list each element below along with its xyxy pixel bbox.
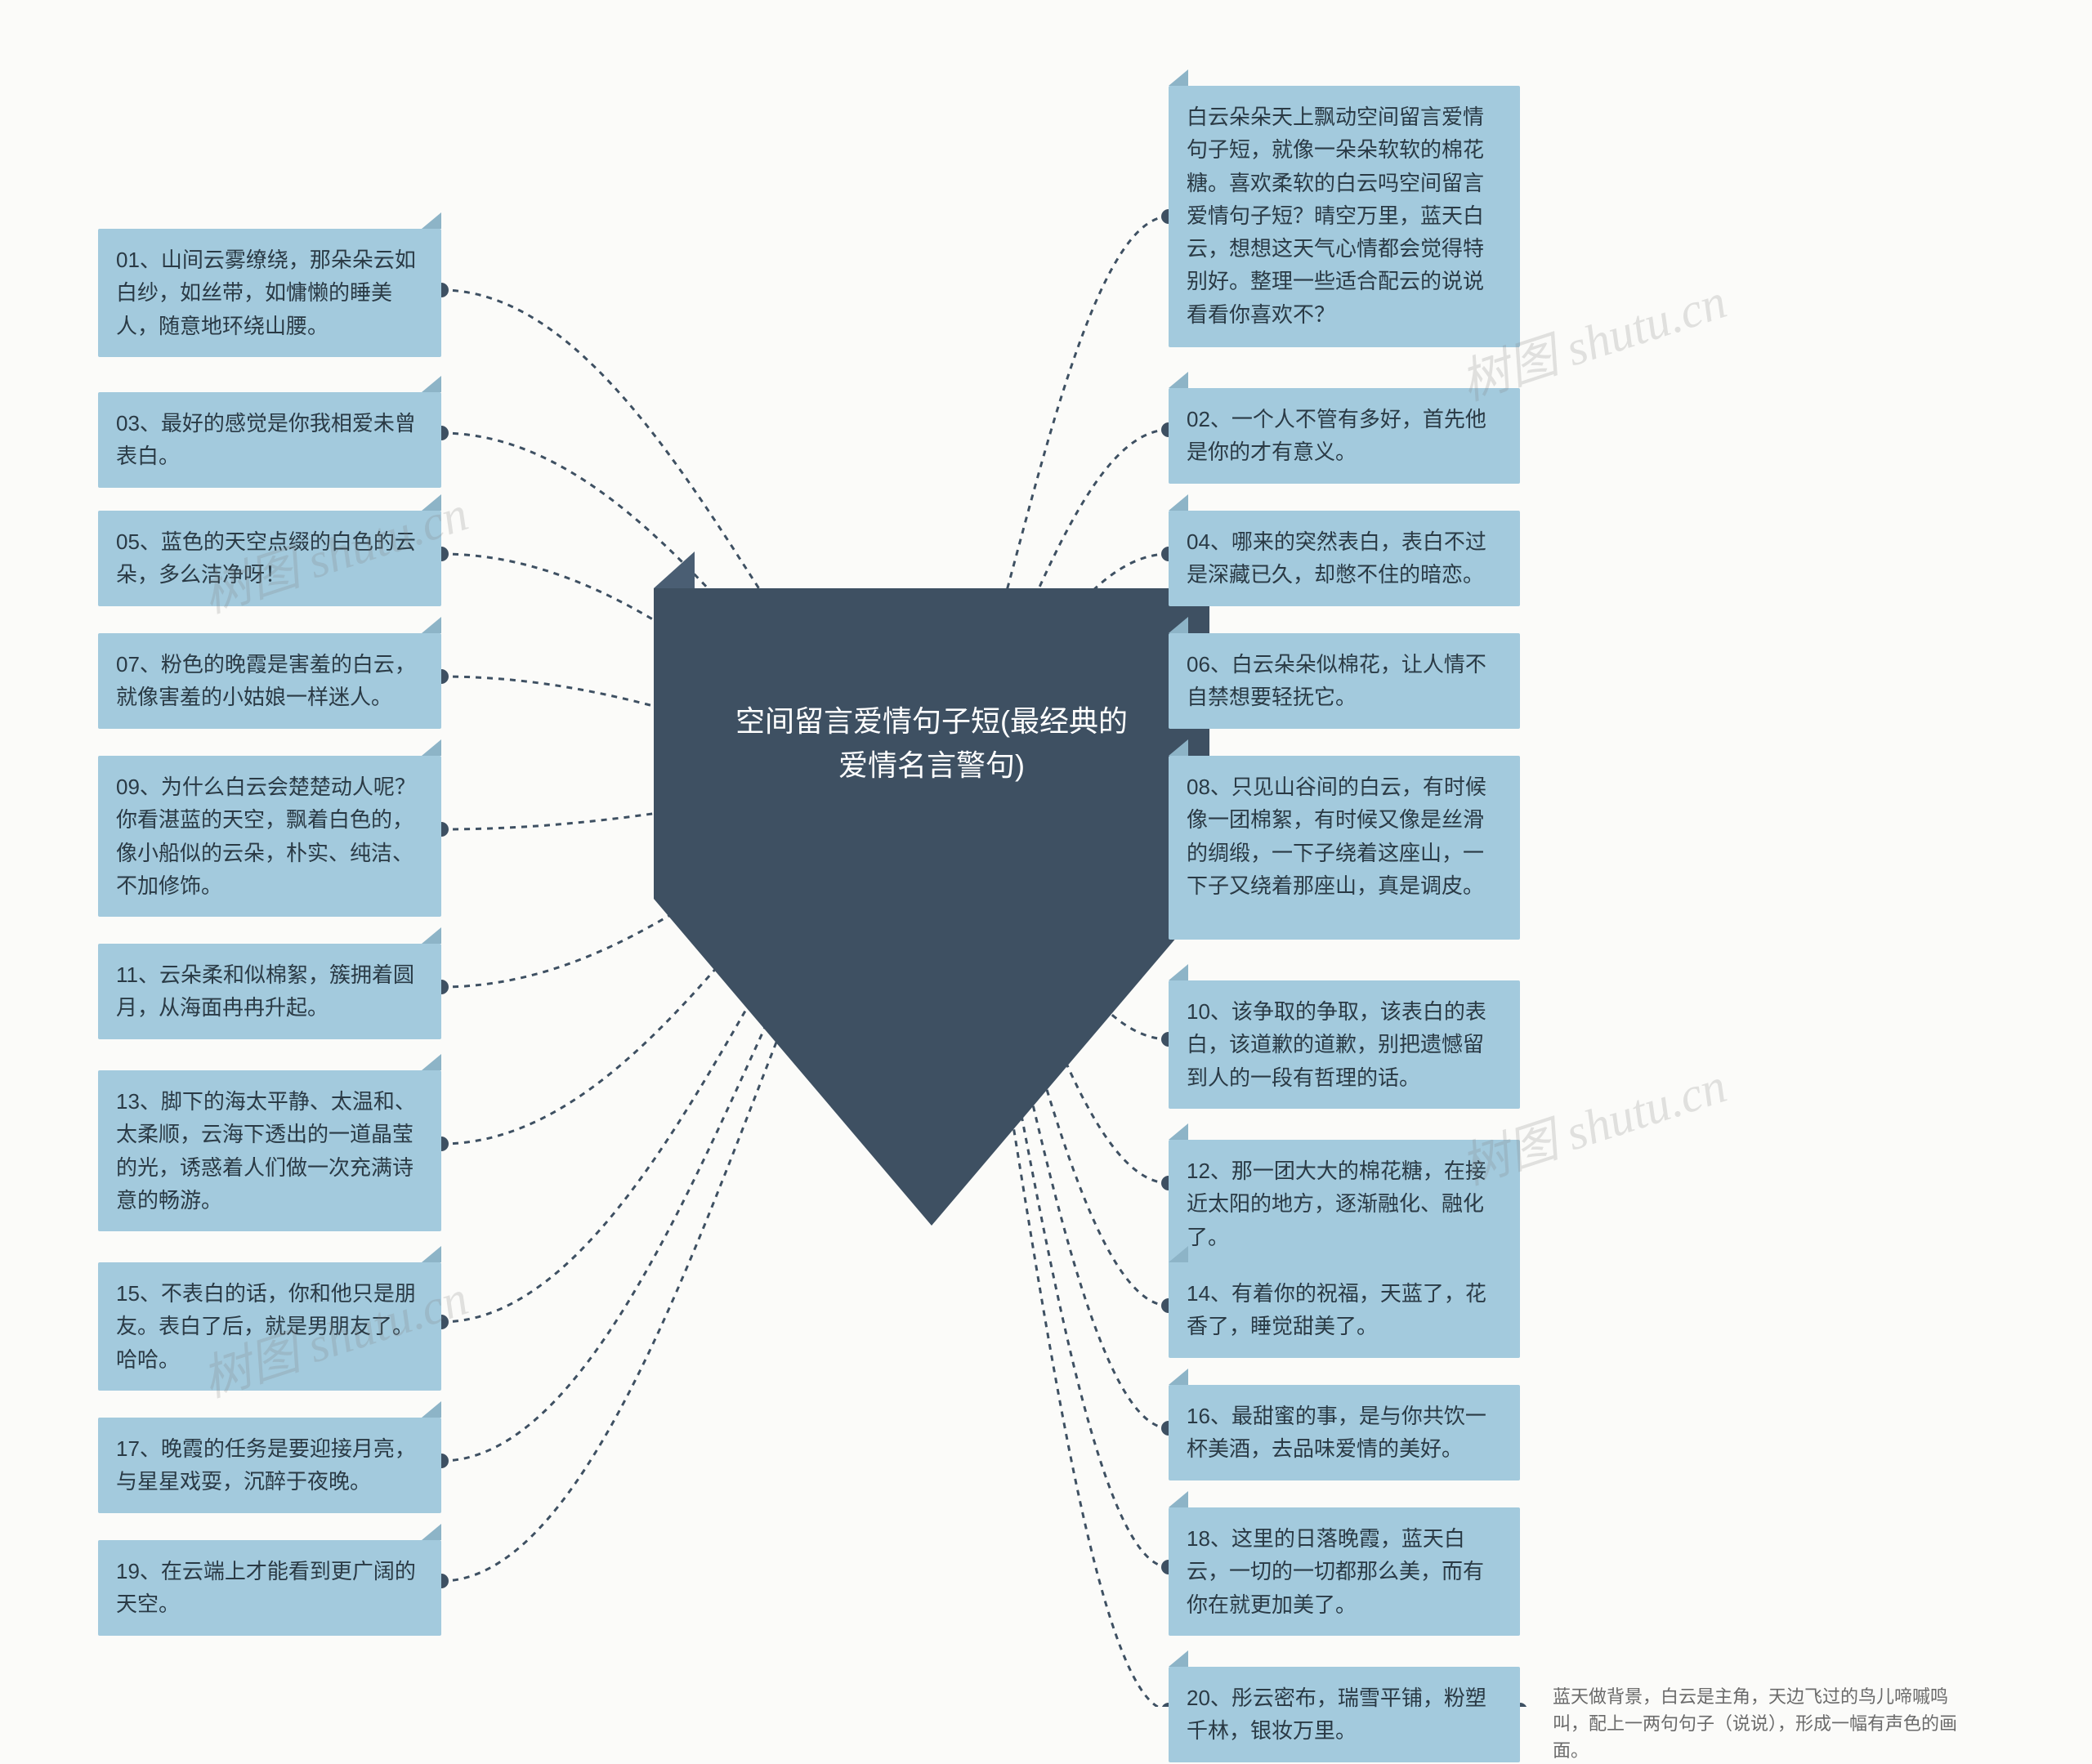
leaf-node: 05、蓝色的天空点缀的白色的云朵，多么洁净呀！: [98, 511, 441, 606]
leaf-node: 02、一个人不管有多好，首先他是你的才有意义。: [1169, 388, 1520, 484]
leaf-node: 06、白云朵朵似棉花，让人情不自禁想要轻抚它。: [1169, 633, 1520, 729]
leaf-node: 13、脚下的海太平静、太温和、太柔顺，云海下透出的一道晶莹的光，诱惑着人们做一次…: [98, 1070, 441, 1231]
leaf-text: 05、蓝色的天空点缀的白色的云朵，多么洁净呀！: [116, 529, 416, 587]
leaf-text: 11、云朵柔和似棉絮，簇拥着圆月，从海面冉冉升起。: [116, 962, 414, 1020]
leaf-text: 17、晚霞的任务是要迎接月亮，与星星戏耍，沉醉于夜晚。: [116, 1436, 416, 1494]
leaf-text: 20、彤云密布，瑞雪平铺，粉塑千林，银妆万里。: [1187, 1686, 1486, 1743]
leaf-text: 白云朵朵天上飘动空间留言爱情句子短，就像一朵朵软软的棉花糖。喜欢柔软的白云吗空间…: [1187, 105, 1484, 327]
leaf-node: 15、不表白的话，你和他只是朋友。表白了后，就是男朋友了。哈哈。: [98, 1262, 441, 1391]
annotation-text: 蓝天做背景，白云是主角，天边飞过的鸟儿啼嘁鸣叫，配上一两句句子（说说），形成一幅…: [1553, 1683, 1978, 1764]
center-node: 空间留言爱情句子短(最经典的爱情名言警句): [654, 588, 1209, 899]
leaf-text: 08、只见山谷间的白云，有时候像一团棉絮，有时候又像是丝滑的绸缎，一下子绕着这座…: [1187, 775, 1486, 898]
leaf-node: 10、该争取的争取，该表白的表白，该道歉的道歉，别把遗憾留到人的一段有哲理的话。: [1169, 980, 1520, 1109]
leaf-node: 12、那一团大大的棉花糖，在接近太阳的地方，逐渐融化、融化了。: [1169, 1140, 1520, 1268]
leaf-text: 15、不表白的话，你和他只是朋友。表白了后，就是男朋友了。哈哈。: [116, 1281, 416, 1372]
leaf-node: 04、哪来的突然表白，表白不过是深藏已久，却憋不住的暗恋。: [1169, 511, 1520, 606]
leaf-text: 06、白云朵朵似棉花，让人情不自禁想要轻抚它。: [1187, 652, 1486, 709]
leaf-node: 17、晚霞的任务是要迎接月亮，与星星戏耍，沉醉于夜晚。: [98, 1418, 441, 1513]
leaf-text: 16、最甜蜜的事，是与你共饮一杯美酒，去品味爱情的美好。: [1187, 1404, 1486, 1461]
leaf-text: 14、有着你的祝福，天蓝了，花香了，睡觉甜美了。: [1187, 1281, 1486, 1338]
leaf-node: 08、只见山谷间的白云，有时候像一团棉絮，有时候又像是丝滑的绸缎，一下子绕着这座…: [1169, 756, 1520, 940]
leaf-node: 18、这里的日落晚霞，蓝天白云，一切的一切都那么美，而有你在就更加美了。: [1169, 1507, 1520, 1636]
leaf-node: 09、为什么白云会楚楚动人呢？你看湛蓝的天空，飘着白色的，像小船似的云朵，朴实、…: [98, 756, 441, 917]
leaf-node: 01、山间云雾缭绕，那朵朵云如白纱，如丝带，如慵懒的睡美人，随意地环绕山腰。: [98, 229, 441, 357]
leaf-text: 02、一个人不管有多好，首先他是你的才有意义。: [1187, 407, 1486, 464]
leaf-node: 16、最甜蜜的事，是与你共饮一杯美酒，去品味爱情的美好。: [1169, 1385, 1520, 1480]
leaf-text: 12、那一团大大的棉花糖，在接近太阳的地方，逐渐融化、融化了。: [1187, 1159, 1486, 1249]
leaf-node: 19、在云端上才能看到更广阔的天空。: [98, 1540, 441, 1636]
leaf-text: 13、脚下的海太平静、太温和、太柔顺，云海下透出的一道晶莹的光，诱惑着人们做一次…: [116, 1089, 416, 1212]
center-title: 空间留言爱情句子短(最经典的爱情名言警句): [727, 699, 1136, 788]
mindmap-canvas: 空间留言爱情句子短(最经典的爱情名言警句) 01、山间云雾缭绕，那朵朵云如白纱，如…: [0, 0, 2092, 1707]
leaf-node: 20、彤云密布，瑞雪平铺，粉塑千林，银妆万里。: [1169, 1667, 1520, 1762]
leaf-text: 19、在云端上才能看到更广阔的天空。: [116, 1559, 416, 1616]
leaf-node: 白云朵朵天上飘动空间留言爱情句子短，就像一朵朵软软的棉花糖。喜欢柔软的白云吗空间…: [1169, 86, 1520, 347]
leaf-node: 11、云朵柔和似棉絮，簇拥着圆月，从海面冉冉升起。: [98, 944, 441, 1039]
leaf-node: 07、粉色的晚霞是害羞的白云，就像害羞的小姑娘一样迷人。: [98, 633, 441, 729]
leaf-text: 04、哪来的突然表白，表白不过是深藏已久，却憋不住的暗恋。: [1187, 529, 1486, 587]
leaf-node: 14、有着你的祝福，天蓝了，花香了，睡觉甜美了。: [1169, 1262, 1520, 1358]
leaf-text: 10、该争取的争取，该表白的表白，该道歉的道歉，别把遗憾留到人的一段有哲理的话。: [1187, 999, 1486, 1090]
leaf-text: 18、这里的日落晚霞，蓝天白云，一切的一切都那么美，而有你在就更加美了。: [1187, 1526, 1484, 1617]
leaf-text: 03、最好的感觉是你我相爱未曾表白。: [116, 411, 416, 468]
leaf-node: 03、最好的感觉是你我相爱未曾表白。: [98, 392, 441, 488]
leaf-text: 09、为什么白云会楚楚动人呢？你看湛蓝的天空，飘着白色的，像小船似的云朵，朴实、…: [116, 775, 416, 898]
leaf-text: 07、粉色的晚霞是害羞的白云，就像害羞的小姑娘一样迷人。: [116, 652, 416, 709]
leaf-text: 01、山间云雾缭绕，那朵朵云如白纱，如丝带，如慵懒的睡美人，随意地环绕山腰。: [116, 248, 416, 338]
